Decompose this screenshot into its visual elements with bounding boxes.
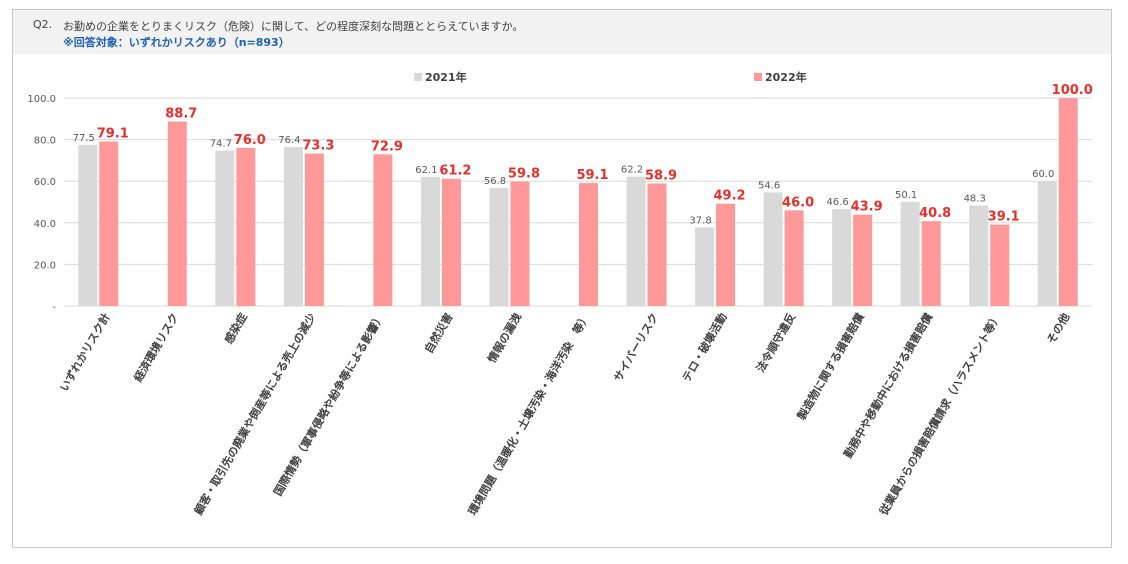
category-label: 国際情勢（軍事侵略や紛争等による影響） (271, 311, 387, 499)
bar-2022 (579, 183, 598, 306)
bar-2021 (626, 176, 646, 306)
data-label-2021: 46.6 (827, 197, 849, 208)
legend-label: 2021年 (425, 70, 467, 84)
data-label-2021: 37.8 (689, 215, 711, 226)
data-label-2022: 61.2 (439, 164, 471, 179)
bar-2021 (969, 205, 989, 306)
bar-2021 (832, 209, 852, 306)
bar-2021 (78, 144, 98, 306)
category-label: 感染症 (221, 311, 250, 347)
data-label-2021: 50.1 (895, 190, 917, 201)
question-header: Q2. お勤めの企業をとりまくリスク（危険）に関して、どの程度深刻な問題ととらえ… (13, 10, 1111, 54)
bar-2022 (304, 153, 324, 306)
bar-2021 (763, 192, 783, 306)
bar-2021 (283, 147, 303, 306)
bar-2021 (420, 176, 440, 306)
category-label: 製造物に関する損害賠償 (794, 310, 868, 424)
data-label-2022: 49.2 (714, 189, 746, 204)
data-label-2021: 62.1 (415, 165, 437, 176)
data-label-2022: 79.1 (97, 126, 129, 141)
bar-2021 (695, 227, 715, 306)
data-label-2022: 76.0 (234, 133, 266, 148)
bar-2021 (215, 150, 235, 306)
category-label: 環境問題（温暖化・土壌汚染・海洋汚染 等） (465, 311, 593, 518)
data-label-2022: 100.0 (1052, 83, 1093, 98)
question-number: Q2. (33, 18, 53, 31)
y-tick-label: 100.0 (27, 94, 56, 105)
data-label-2021: 77.5 (73, 133, 95, 144)
bar-2022 (167, 121, 187, 306)
data-label-2022: 59.8 (508, 167, 540, 182)
bar-2022 (647, 183, 667, 306)
bar-2022 (853, 214, 873, 306)
bar-2022 (373, 154, 393, 306)
legend-swatch (754, 73, 762, 81)
bar-2022 (510, 181, 530, 306)
data-label-2021: 62.2 (621, 165, 643, 176)
data-label-2021: 48.3 (964, 194, 986, 205)
data-label-2022: 58.9 (645, 168, 677, 183)
bar-2022 (716, 203, 736, 306)
y-tick-label: 80.0 (34, 136, 56, 147)
bar-2021 (900, 201, 920, 306)
category-label: 自然災害 (421, 311, 455, 356)
data-label-2021: 54.6 (758, 180, 780, 191)
question-text: お勤めの企業をとりまくリスク（危険）に関して、どの程度深刻な問題ととらえています… (63, 20, 524, 33)
category-label: サイバーリスク (611, 311, 661, 384)
bar-2022 (236, 147, 256, 306)
data-label-2021: 60.0 (1032, 169, 1054, 180)
data-label-2022: 59.1 (576, 168, 608, 183)
y-tick-label: 20.0 (34, 260, 56, 271)
target-note: ※回答対象：いずれかリスクあり（n=893） (63, 36, 290, 49)
category-label: いずれかリスク計 (57, 311, 113, 394)
data-label-2022: 88.7 (165, 107, 197, 122)
legend-swatch (414, 73, 422, 81)
bar-2022 (784, 210, 804, 306)
data-label-2021: 56.8 (484, 176, 506, 187)
y-tick-label: 60.0 (34, 177, 56, 188)
data-label-2022: 46.0 (782, 195, 814, 210)
category-label: 従業員からの損害賠償請求（ハラスメント等） (876, 310, 1004, 518)
bar-2022 (921, 221, 941, 306)
legend-label: 2022年 (765, 70, 807, 84)
category-label: 情報の漏洩 (484, 311, 524, 366)
bar-2022 (441, 178, 461, 306)
category-label: テロ・破壊活動 (679, 311, 730, 385)
bar-2021 (489, 187, 509, 306)
category-label: 顧客・取引先の廃業や倒産等による売上の減少 (191, 311, 318, 518)
data-label-2022: 72.9 (371, 139, 403, 154)
y-tick-label: - (52, 302, 56, 313)
bar-2022 (1058, 98, 1078, 306)
category-label: その他 (1044, 311, 1073, 347)
data-label-2022: 73.3 (302, 139, 334, 154)
category-label: 法令順守違反 (753, 311, 798, 375)
bar-2021 (1037, 181, 1057, 306)
data-label-2022: 39.1 (988, 210, 1020, 225)
data-label-2021: 76.4 (278, 135, 300, 146)
bar-2022 (99, 141, 119, 306)
category-label: 経済環境リスク (131, 311, 182, 385)
bar-2022 (990, 224, 1010, 306)
data-label-2022: 43.9 (851, 200, 883, 215)
data-label-2021: 74.7 (210, 139, 232, 150)
y-tick-label: 40.0 (34, 219, 56, 230)
data-label-2022: 40.8 (919, 206, 951, 221)
